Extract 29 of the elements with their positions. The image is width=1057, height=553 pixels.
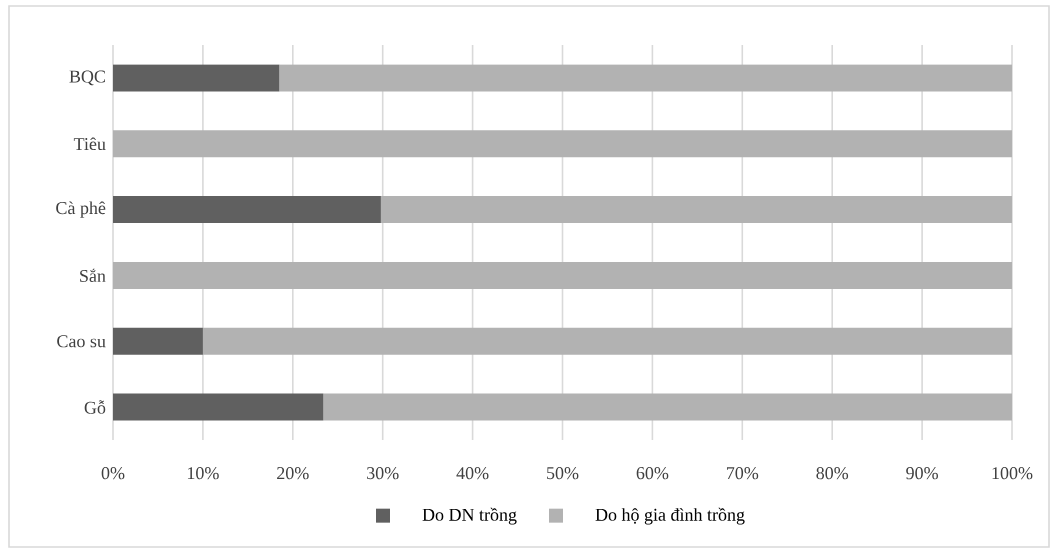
- bar: [113, 130, 1012, 158]
- x-tick-label: 80%: [816, 467, 849, 480]
- x-tick-label: 30%: [367, 467, 399, 480]
- y-tick-label: Gỗ: [84, 400, 106, 414]
- x-tick-label: 70%: [726, 467, 759, 480]
- bar: [380, 196, 1012, 224]
- bar: [323, 393, 1012, 421]
- bar: [113, 64, 280, 92]
- y-tick-label: Cà phê: [56, 201, 106, 218]
- y-tick-label: BQC: [69, 70, 105, 86]
- legend-label: Do hộ gia đình trồng: [595, 507, 745, 525]
- y-tick-label: Sắn: [80, 268, 106, 283]
- x-tick-label: 10%: [187, 467, 219, 480]
- x-tick-label: 100%: [992, 467, 1033, 480]
- y-tick-label: Cao su: [57, 335, 106, 348]
- bar: [279, 64, 1012, 92]
- bar: [113, 196, 381, 224]
- x-tick-label: 40%: [456, 467, 489, 480]
- bar: [113, 393, 324, 421]
- legend-label: Do DN trồng: [422, 507, 517, 525]
- x-tick-label: 0%: [101, 467, 125, 480]
- bar: [202, 327, 1012, 355]
- bar: [113, 261, 1012, 289]
- x-tick-label: 90%: [906, 467, 938, 480]
- x-tick-label: 60%: [636, 467, 669, 480]
- x-tick-label: 20%: [277, 467, 309, 480]
- bar: [113, 327, 203, 355]
- x-tick-label: 50%: [547, 467, 579, 480]
- y-tick-label: Tiêu: [73, 137, 106, 151]
